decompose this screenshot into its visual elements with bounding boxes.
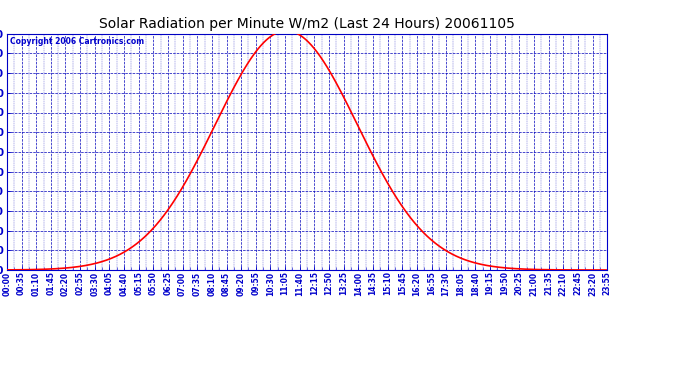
Text: Copyright 2006 Cartronics.com: Copyright 2006 Cartronics.com — [10, 37, 144, 46]
Title: Solar Radiation per Minute W/m2 (Last 24 Hours) 20061105: Solar Radiation per Minute W/m2 (Last 24… — [99, 17, 515, 31]
